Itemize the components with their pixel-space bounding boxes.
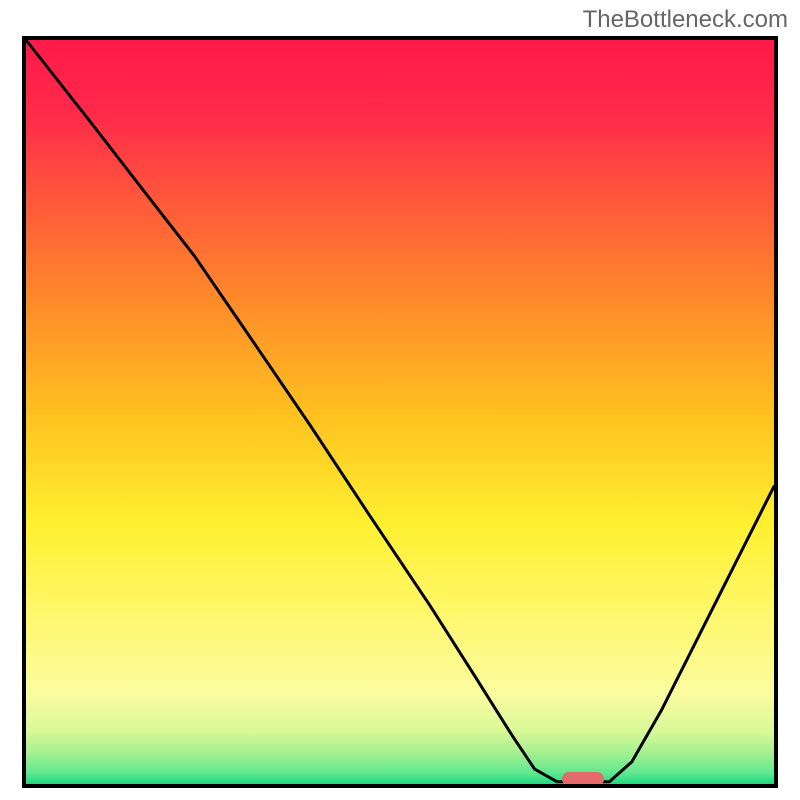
chart-container: TheBottleneck.com: [0, 0, 800, 800]
minimum-marker: [562, 772, 604, 786]
plot-area: [22, 36, 778, 788]
curve-line: [26, 40, 774, 784]
watermark-text: TheBottleneck.com: [583, 6, 788, 34]
